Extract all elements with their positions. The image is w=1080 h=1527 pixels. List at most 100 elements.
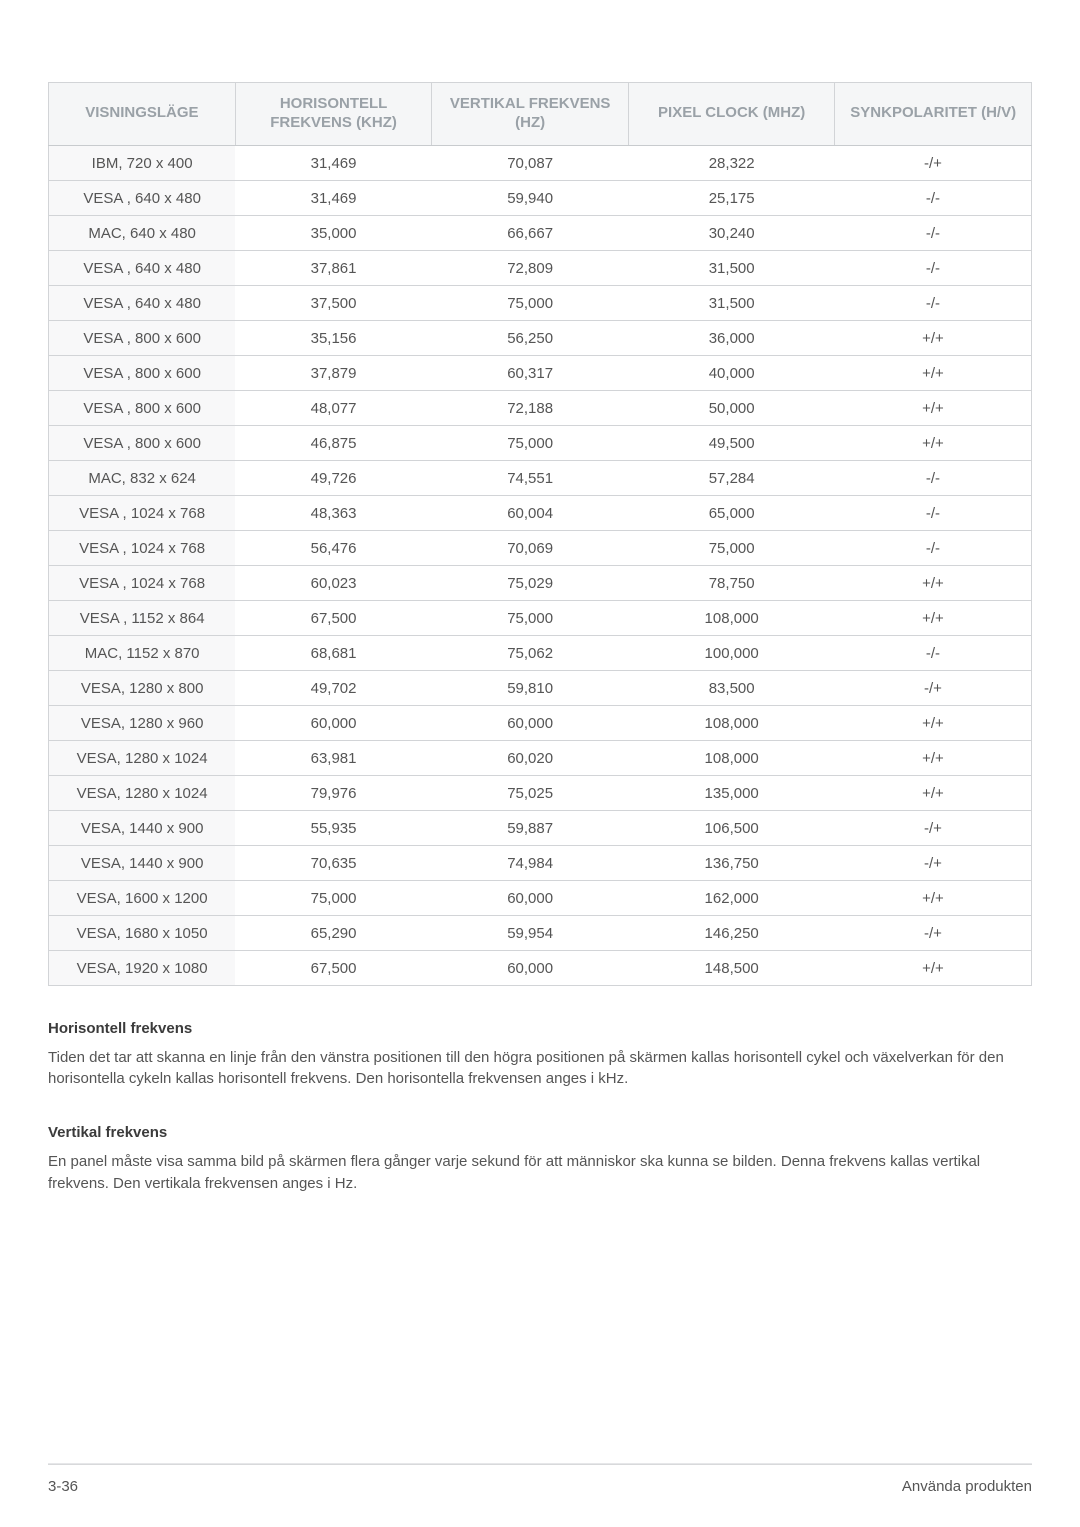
table-cell: -/-: [835, 215, 1032, 250]
table-cell: VESA, 1600 x 1200: [49, 880, 236, 915]
table-cell: 74,984: [432, 845, 629, 880]
table-row: VESA , 1024 x 76860,02375,02978,750+/+: [49, 565, 1032, 600]
table-cell: +/+: [835, 600, 1032, 635]
table-cell: 37,879: [235, 355, 432, 390]
table-cell: -/+: [835, 670, 1032, 705]
table-row: VESA , 800 x 60048,07772,18850,000+/+: [49, 390, 1032, 425]
table-row: VESA, 1280 x 102463,98160,020108,000+/+: [49, 740, 1032, 775]
table-cell: +/+: [835, 390, 1032, 425]
table-cell: 65,290: [235, 915, 432, 950]
table-cell: 49,702: [235, 670, 432, 705]
table-cell: 48,363: [235, 495, 432, 530]
table-cell: 67,500: [235, 600, 432, 635]
table-cell: -/-: [835, 180, 1032, 215]
table-cell: 60,000: [432, 950, 629, 985]
table-cell: 31,469: [235, 145, 432, 180]
table-cell: 108,000: [628, 740, 834, 775]
table-cell: VESA , 1024 x 768: [49, 495, 236, 530]
table-row: VESA , 1152 x 86467,50075,000108,000+/+: [49, 600, 1032, 635]
table-header-row: VISNINGSLÄGEHORISONTELL FREKVENS (KHZ)VE…: [49, 83, 1032, 146]
table-cell: VESA , 640 x 480: [49, 250, 236, 285]
table-cell: +/+: [835, 565, 1032, 600]
table-cell: 146,250: [628, 915, 834, 950]
table-cell: VESA , 800 x 600: [49, 425, 236, 460]
table-cell: 75,025: [432, 775, 629, 810]
table-cell: -/-: [835, 495, 1032, 530]
table-cell: 148,500: [628, 950, 834, 985]
table-cell: 162,000: [628, 880, 834, 915]
page-footer: 3-36 Använda produkten: [48, 1478, 1032, 1495]
table-cell: 79,976: [235, 775, 432, 810]
table-cell: 83,500: [628, 670, 834, 705]
table-row: VESA , 800 x 60046,87575,00049,500+/+: [49, 425, 1032, 460]
table-row: VESA , 640 x 48037,86172,80931,500-/-: [49, 250, 1032, 285]
table-cell: IBM, 720 x 400: [49, 145, 236, 180]
table-cell: 57,284: [628, 460, 834, 495]
table-cell: 106,500: [628, 810, 834, 845]
table-cell: +/+: [835, 425, 1032, 460]
table-cell: 56,476: [235, 530, 432, 565]
table-row: VESA, 1600 x 120075,00060,000162,000+/+: [49, 880, 1032, 915]
table-cell: +/+: [835, 880, 1032, 915]
table-cell: 46,875: [235, 425, 432, 460]
table-cell: -/+: [835, 810, 1032, 845]
footer-separator: [48, 1463, 1032, 1465]
table-cell: -/-: [835, 285, 1032, 320]
table-cell: 70,069: [432, 530, 629, 565]
table-cell: VESA, 1280 x 960: [49, 705, 236, 740]
table-row: VESA, 1280 x 96060,00060,000108,000+/+: [49, 705, 1032, 740]
table-cell: -/+: [835, 145, 1032, 180]
table-cell: VESA , 1152 x 864: [49, 600, 236, 635]
table-cell: 75,000: [235, 880, 432, 915]
table-cell: 60,000: [432, 880, 629, 915]
table-cell: VESA , 640 x 480: [49, 285, 236, 320]
table-row: VESA, 1920 x 108067,50060,000148,500+/+: [49, 950, 1032, 985]
table-cell: VESA , 640 x 480: [49, 180, 236, 215]
table-row: MAC, 640 x 48035,00066,66730,240-/-: [49, 215, 1032, 250]
table-cell: 60,020: [432, 740, 629, 775]
table-cell: 35,000: [235, 215, 432, 250]
table-cell: 60,317: [432, 355, 629, 390]
table-cell: VESA , 1024 x 768: [49, 565, 236, 600]
table-cell: 49,500: [628, 425, 834, 460]
table-cell: 50,000: [628, 390, 834, 425]
table-cell: 49,726: [235, 460, 432, 495]
table-cell: 37,500: [235, 285, 432, 320]
table-cell: 108,000: [628, 600, 834, 635]
table-cell: 48,077: [235, 390, 432, 425]
table-row: VESA , 800 x 60037,87960,31740,000+/+: [49, 355, 1032, 390]
table-cell: 108,000: [628, 705, 834, 740]
section-body: En panel måste visa samma bild på skärme…: [48, 1151, 1032, 1195]
table-cell: 31,500: [628, 285, 834, 320]
table-cell: MAC, 640 x 480: [49, 215, 236, 250]
table-cell: 36,000: [628, 320, 834, 355]
display-modes-table: VISNINGSLÄGEHORISONTELL FREKVENS (KHZ)VE…: [48, 82, 1032, 986]
table-cell: VESA, 1440 x 900: [49, 810, 236, 845]
table-cell: 60,023: [235, 565, 432, 600]
section-title: Vertikal frekvens: [48, 1124, 1032, 1141]
table-cell: 78,750: [628, 565, 834, 600]
table-row: VESA, 1280 x 80049,70259,81083,500-/+: [49, 670, 1032, 705]
table-cell: 100,000: [628, 635, 834, 670]
table-cell: -/+: [835, 915, 1032, 950]
table-cell: 75,000: [432, 600, 629, 635]
table-cell: VESA, 1280 x 800: [49, 670, 236, 705]
table-cell: 28,322: [628, 145, 834, 180]
table-cell: 31,500: [628, 250, 834, 285]
table-cell: -/-: [835, 530, 1032, 565]
table-cell: VESA , 800 x 600: [49, 355, 236, 390]
section-title: Horisontell frekvens: [48, 1020, 1032, 1037]
table-cell: 59,810: [432, 670, 629, 705]
table-cell: 74,551: [432, 460, 629, 495]
table-cell: 59,940: [432, 180, 629, 215]
table-cell: VESA , 800 x 600: [49, 320, 236, 355]
table-cell: MAC, 832 x 624: [49, 460, 236, 495]
table-row: VESA, 1440 x 90070,63574,984136,750-/+: [49, 845, 1032, 880]
table-cell: 75,000: [628, 530, 834, 565]
table-cell: 70,635: [235, 845, 432, 880]
table-cell: 75,000: [432, 285, 629, 320]
table-cell: VESA, 1680 x 1050: [49, 915, 236, 950]
table-cell: +/+: [835, 705, 1032, 740]
table-cell: +/+: [835, 775, 1032, 810]
table-row: VESA, 1440 x 90055,93559,887106,500-/+: [49, 810, 1032, 845]
